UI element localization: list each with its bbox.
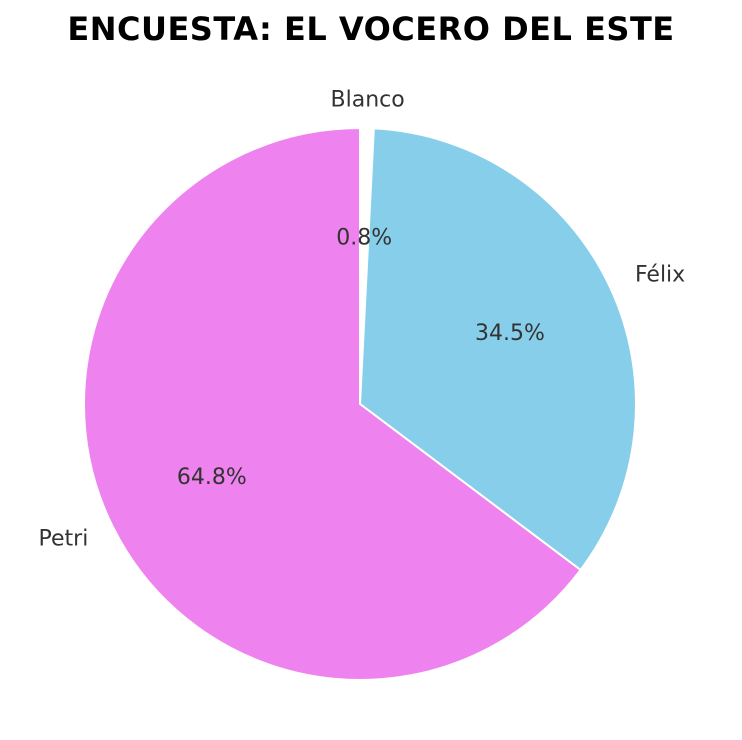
chart-title: ENCUESTA: EL VOCERO DEL ESTE (67, 10, 675, 48)
pie-labels: Blanco 0.8% Félix 34.5% Petri 64.8% (39, 87, 686, 551)
pie-slices (83, 126, 637, 681)
pie-slice-petri (83, 126, 582, 681)
slice-pct-label-petri: 64.8% (177, 465, 247, 490)
pie-slice-f-lix (358, 127, 637, 572)
slice-pct-label-blanco: 0.8% (336, 225, 392, 250)
slice-pct-label-f-lix: 34.5% (475, 321, 545, 346)
slice-label-f-lix: Félix (635, 262, 685, 287)
slice-label-blanco: Blanco (331, 87, 405, 112)
slice-label-petri: Petri (39, 527, 89, 552)
